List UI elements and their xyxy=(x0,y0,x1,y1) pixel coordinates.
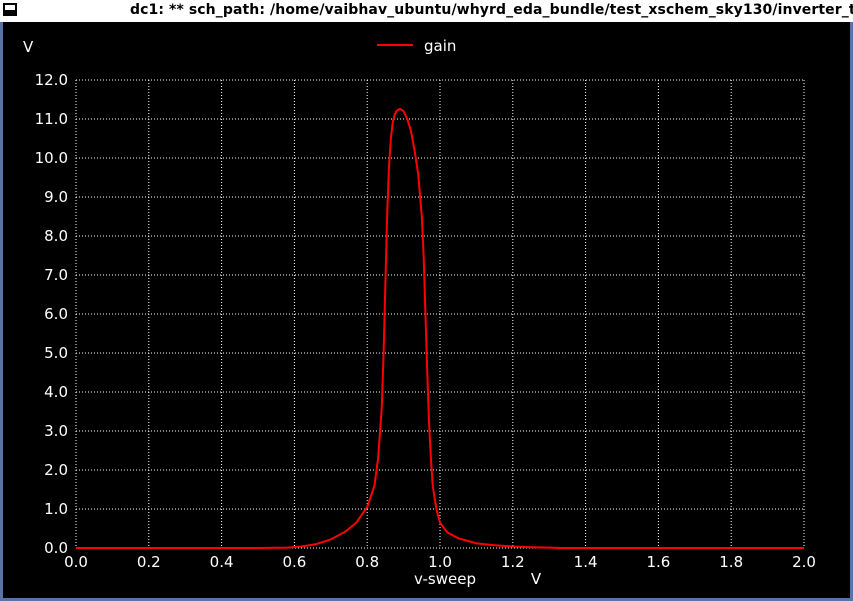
x-tick-label: 0.0 xyxy=(64,553,88,571)
y-tick-label: 8.0 xyxy=(44,227,68,245)
series-line-gain xyxy=(76,107,804,549)
x-tick-label: 0.8 xyxy=(355,553,379,571)
window-title: dc1: ** sch_path: /home/vaibhav_ubuntu/w… xyxy=(130,2,853,18)
x-tick-label: 0.4 xyxy=(210,553,234,571)
x-tick-label: 0.6 xyxy=(282,553,306,571)
x-tick-label: 1.6 xyxy=(646,553,670,571)
y-tick-label: 10.0 xyxy=(35,149,68,167)
y-tick-label: 1.0 xyxy=(44,500,68,518)
y-tick-labels: 0.0 1.0 2.0 3.0 4.0 5.0 6.0 7.0 8.0 9.0 10.0 11.0 12… xyxy=(35,71,68,557)
gain-chart[interactable]: 0.0 1.0 2.0 3.0 4.0 5.0 6.0 7.0 8.0 9.0 10.0 11.0 12… xyxy=(3,22,850,598)
y-tick-label: 12.0 xyxy=(35,71,68,89)
y-unit-label: V xyxy=(23,38,34,56)
y-tick-label: 5.0 xyxy=(44,344,68,362)
y-tick-label: 11.0 xyxy=(35,110,68,128)
x-tick-label: 1.2 xyxy=(501,553,525,571)
y-tick-label: 4.0 xyxy=(44,383,68,401)
window-menu-button[interactable] xyxy=(3,3,17,16)
y-tick-label: 2.0 xyxy=(44,461,68,479)
x-tick-label: 1.0 xyxy=(428,553,452,571)
x-tick-label: 2.0 xyxy=(792,553,816,571)
y-tick-label: 7.0 xyxy=(44,266,68,284)
x-tick-label: 1.8 xyxy=(719,553,743,571)
series-group xyxy=(76,107,804,549)
y-tick-label: 6.0 xyxy=(44,305,68,323)
legend: gain xyxy=(377,37,456,55)
plot-area[interactable]: 0.0 1.0 2.0 3.0 4.0 5.0 6.0 7.0 8.0 9.0 10.0 11.0 12… xyxy=(0,22,853,601)
y-tick-label: 9.0 xyxy=(44,188,68,206)
x-unit-label: V xyxy=(531,570,542,588)
x-tick-label: 0.2 xyxy=(137,553,161,571)
grid-lines xyxy=(75,79,805,549)
window-titlebar: dc1: ** sch_path: /home/vaibhav_ubuntu/w… xyxy=(0,0,853,22)
legend-label-gain: gain xyxy=(424,37,456,55)
x-tick-labels: 0.0 0.2 0.4 0.6 0.8 1.0 1.2 1.4 1.6 1.8 2.0 xyxy=(64,553,816,571)
y-tick-label: 3.0 xyxy=(44,422,68,440)
y-tick-label: 0.0 xyxy=(44,539,68,557)
x-tick-label: 1.4 xyxy=(574,553,598,571)
x-axis-label: v-sweep xyxy=(414,570,476,588)
